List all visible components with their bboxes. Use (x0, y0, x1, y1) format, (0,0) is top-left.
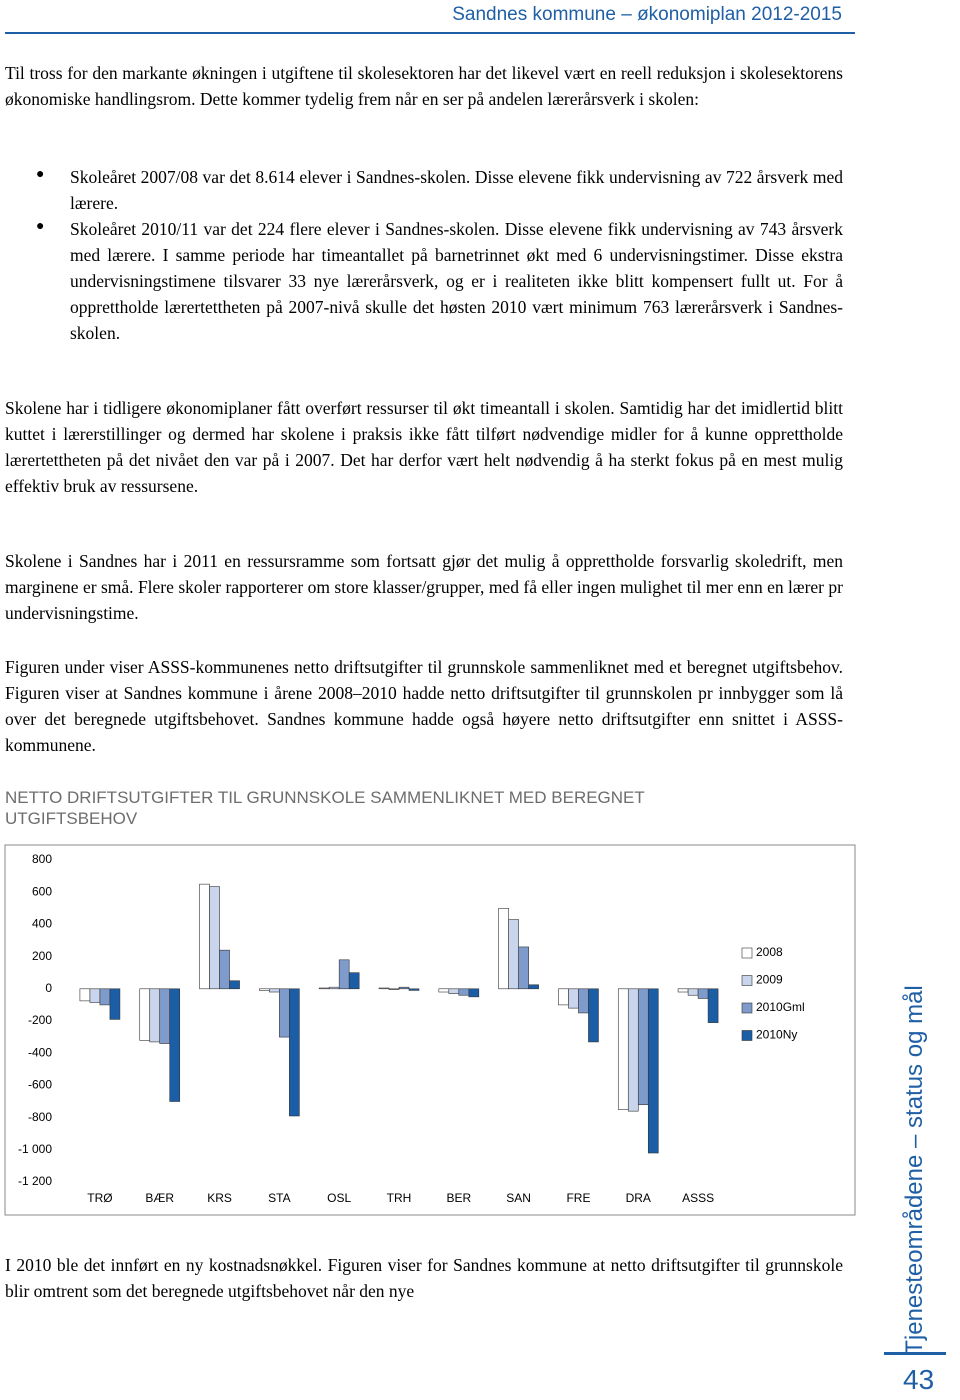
bar (289, 988, 300, 1117)
bar (448, 988, 460, 994)
bar (398, 986, 410, 990)
bar (617, 988, 629, 1110)
bar (139, 988, 151, 1041)
legend-label: 2010Gml (756, 1000, 805, 1014)
chart-frame (4, 844, 856, 1216)
bar (528, 984, 539, 990)
bar (647, 988, 659, 1154)
bar (707, 988, 719, 1023)
bar (408, 988, 420, 991)
y-tick-label: 0 (45, 981, 52, 995)
y-tick-label: 800 (32, 852, 52, 866)
x-tick-label: STA (268, 1191, 290, 1205)
legend-label: 2010Ny (756, 1028, 797, 1042)
legend-swatch (741, 1002, 753, 1014)
bar (588, 988, 599, 1043)
bar (169, 988, 181, 1102)
legend-label: 2008 (756, 945, 783, 959)
bar (229, 980, 240, 990)
bar (558, 988, 569, 1006)
bar (508, 919, 519, 990)
bar (458, 988, 470, 996)
y-tick-label: -1 000 (18, 1142, 52, 1156)
paragraph: Figuren under viser ASSS-kommunenes nett… (5, 657, 843, 755)
bullet-text: Skoleåret 2007/08 var det 8.614 elever i… (70, 167, 843, 213)
bar (209, 886, 220, 990)
bar (627, 988, 639, 1112)
x-tick-label: BER (446, 1191, 471, 1205)
bar (328, 986, 340, 990)
bar (388, 988, 400, 990)
y-tick-label: 600 (32, 884, 52, 898)
bar (568, 988, 579, 1009)
x-tick-label: KRS (207, 1191, 232, 1205)
y-tick-label: 400 (32, 917, 52, 931)
paragraph: Skolene i Sandnes har i 2011 en ressursr… (5, 551, 843, 623)
bar (219, 949, 230, 990)
bullet: ● (36, 167, 45, 182)
y-tick-label: -400 (28, 1045, 52, 1059)
bar (159, 988, 171, 1044)
bullet: ● (36, 219, 45, 234)
page-number: 43 (903, 1364, 935, 1395)
bar (498, 907, 509, 990)
x-tick-label: TRØ (87, 1191, 112, 1205)
bullet-text: Skoleåret 2010/11 var det 224 flere elev… (70, 219, 843, 343)
x-tick-label: TRH (387, 1191, 412, 1205)
y-tick-label: -600 (28, 1078, 52, 1092)
bar (269, 988, 280, 993)
bar (109, 988, 121, 1020)
bar (318, 987, 330, 990)
x-tick-label: FRE (566, 1191, 590, 1205)
y-tick-label: -800 (28, 1110, 52, 1124)
x-tick-label: DRA (626, 1191, 651, 1205)
bar (518, 946, 529, 990)
bar (348, 972, 360, 990)
bar (687, 988, 699, 996)
paragraph: Skolene har i tidligere økonomiplaner få… (5, 398, 843, 496)
bar (338, 959, 350, 990)
sidebar-rule (884, 1352, 946, 1355)
y-tick-label: -1 200 (18, 1174, 52, 1188)
bar (99, 988, 111, 1006)
bar (199, 883, 210, 990)
bar (697, 988, 709, 999)
bar (279, 988, 290, 1038)
figure-title: NETTO DRIFTSUTGIFTER TIL GRUNNSKOLE SAMM… (5, 788, 645, 828)
sidebar-label: Tjenesteområdene – status og mål (901, 985, 928, 1355)
y-tick-label: 200 (32, 949, 52, 963)
x-tick-label: OSL (327, 1191, 351, 1205)
header-title: Sandnes kommune – økonomiplan 2012-2015 (452, 4, 842, 25)
legend-swatch (741, 1030, 753, 1041)
paragraph: Til tross for den markante økningen i ut… (5, 63, 843, 109)
paragraph: I 2010 ble det innført en ny kostnadsnøk… (5, 1255, 843, 1301)
legend-swatch (741, 975, 753, 986)
bar (578, 988, 589, 1014)
x-tick-label: ASSS (682, 1191, 714, 1205)
y-tick-label: -200 (28, 1013, 52, 1027)
legend-swatch (741, 947, 753, 959)
legend-label: 2009 (756, 973, 783, 987)
bar (259, 988, 270, 991)
x-tick-label: BÆR (145, 1191, 174, 1205)
bar (149, 988, 161, 1043)
bar (438, 988, 450, 993)
x-tick-label: SAN (506, 1191, 531, 1205)
bar (677, 988, 689, 993)
header-rule (5, 32, 855, 34)
bar (637, 988, 649, 1106)
bar (468, 988, 480, 998)
bar (378, 987, 390, 990)
bar (89, 988, 101, 1003)
bar (79, 988, 91, 1002)
